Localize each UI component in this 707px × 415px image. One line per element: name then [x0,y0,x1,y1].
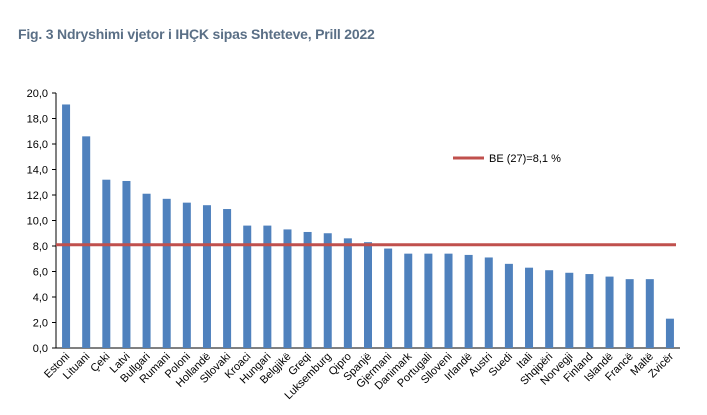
y-axis: 0,0 2,0 4,0 6,0 8,0 10,0 12,0 14,0 16,0 18,0 20,0 [27,88,680,355]
bar [625,279,634,348]
bar [62,104,71,348]
bar [364,242,372,348]
bar [605,276,614,348]
bar [82,136,91,348]
y-tick-label: 6,0 [33,267,48,279]
bar [243,225,252,348]
bar [665,318,674,348]
legend-label: BE (27)=8,1 % [489,153,561,165]
y-tick-label: 0,0 [33,343,48,355]
y-tick-label: 8,0 [33,241,48,253]
y-tick-label: 16,0 [27,139,48,151]
bar [585,274,594,348]
bar [424,253,433,348]
bar [484,257,493,348]
y-tick-label: 4,0 [33,292,48,304]
x-tick-label: Çeki [88,351,112,375]
bar [323,233,332,348]
chart-title: Fig. 3 Ndryshimi vjetor i IHÇK sipas Sht… [18,26,375,42]
bar [384,248,393,348]
bars-group [62,104,674,348]
bar [202,205,211,348]
bar [504,263,513,348]
bar [444,253,453,348]
bar [343,238,352,348]
x-tick-label: Suedi [487,351,515,379]
bar [283,229,292,348]
bar [263,225,272,348]
y-tick-label: 12,0 [27,190,48,202]
bar [464,254,473,348]
bar [162,198,171,348]
bar [122,180,131,348]
bar [142,193,151,348]
legend: BE (27)=8,1 % [453,153,561,165]
bar [645,279,654,348]
bar [525,267,534,348]
bar [565,272,574,348]
bar [102,179,111,348]
y-tick-label: 14,0 [27,165,48,177]
bar [223,209,232,348]
x-axis-labels: EstoniLituaniÇekiLatviBullgariRumaniPolo… [42,350,676,402]
bar [545,270,554,348]
y-tick-label: 20,0 [27,88,48,100]
bar [303,231,312,348]
bar [182,202,191,348]
bar [404,253,413,348]
y-tick-label: 2,0 [33,318,48,330]
y-tick-label: 10,0 [27,216,48,228]
y-tick-label: 18,0 [27,114,48,126]
